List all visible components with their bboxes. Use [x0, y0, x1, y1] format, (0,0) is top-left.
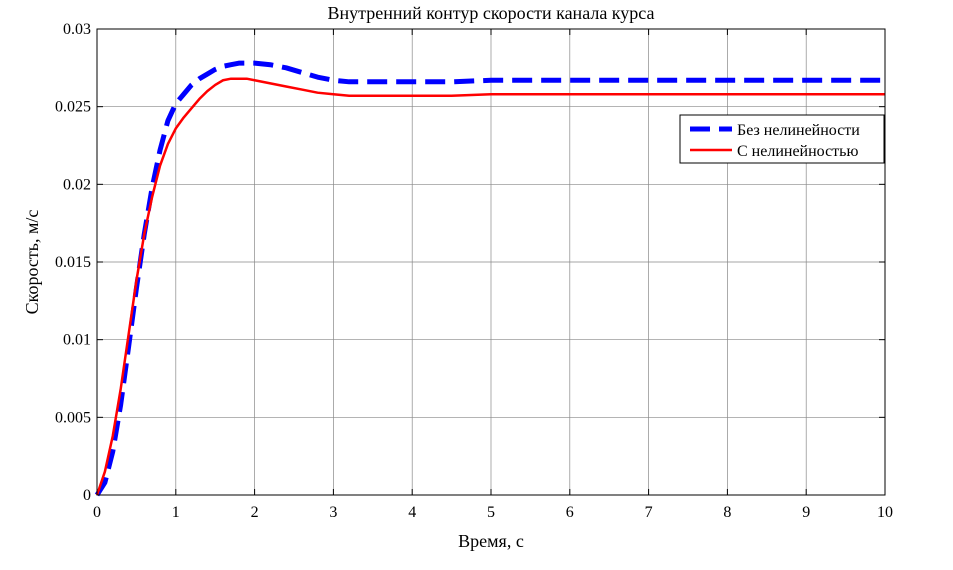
grid	[97, 29, 885, 495]
y-tick-label: 0.03	[63, 21, 91, 38]
series-line-2	[95, 77, 885, 496]
x-tick-label: 0	[93, 504, 101, 521]
y-axis-title: Скорость, м/с	[22, 210, 42, 315]
legend: Без нелинейности С нелинейностью	[679, 114, 885, 164]
y-tick-label: 0.02	[63, 176, 91, 193]
x-tick-label: 3	[329, 504, 337, 521]
x-axis-title: Время, с	[458, 531, 524, 551]
y-tick-label: 0	[83, 487, 91, 504]
y-tick-label: 0.015	[55, 254, 91, 271]
x-tick-label: 10	[877, 504, 893, 521]
legend-box	[679, 114, 885, 164]
y-tick-label: 0.025	[55, 99, 91, 116]
x-tick-label: 1	[172, 504, 180, 521]
x-tick-label: 8	[723, 504, 731, 521]
x-tick-label: 9	[802, 504, 810, 521]
chart-title: Внутренний контур скорости канала курса	[328, 3, 655, 23]
legend-label-1: Без нелинейности	[737, 122, 860, 139]
ticks: 0 1 2 3 4 5 6 7 8 9 10 0 0.005 0.01 0.015 0.02 0.025 0.03	[55, 21, 893, 521]
series-layer	[94, 60, 885, 497]
x-tick-label: 7	[645, 504, 653, 521]
y-tick-label: 0.005	[55, 409, 91, 426]
x-tick-label: 4	[408, 504, 416, 521]
legend-label-2: С нелинейностью	[737, 143, 858, 160]
x-tick-label: 6	[566, 504, 574, 521]
x-tick-label: 2	[251, 504, 259, 521]
y-tick-label: 0.01	[63, 332, 91, 349]
x-tick-label: 5	[487, 504, 495, 521]
